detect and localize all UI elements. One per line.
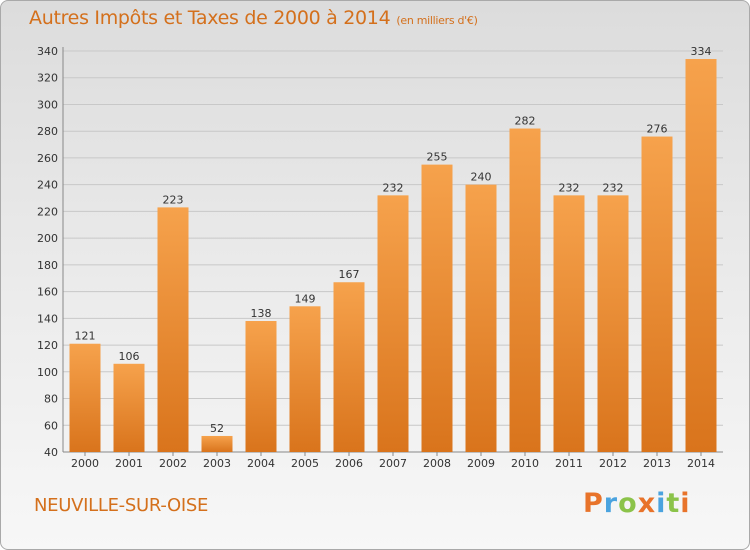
bar <box>597 195 629 453</box>
bar-value-label: 106 <box>119 350 140 363</box>
bar <box>685 59 717 453</box>
y-tick-label: 300 <box>37 98 58 111</box>
bar <box>245 321 277 452</box>
y-tick-label: 260 <box>37 152 58 165</box>
x-tick-label: 2009 <box>467 457 495 470</box>
logo-letter: P <box>583 488 604 519</box>
x-tick-label: 2000 <box>71 457 99 470</box>
bar-value-label: 223 <box>163 193 184 206</box>
bar-value-label: 240 <box>471 171 492 184</box>
bar <box>157 207 189 452</box>
x-tick-label: 2004 <box>247 457 275 470</box>
chart-title-text: Autres Impôts et Taxes de 2000 à 2014 <box>29 7 391 29</box>
x-axis: 2000 2001 2002 2003 2004 2005 2006 2007 2008 2009… <box>71 452 715 470</box>
bar <box>641 136 673 452</box>
x-tick-label: 2014 <box>687 457 715 470</box>
bars: 121 106 223 52 138 149 167 232 255 240 282 232 232 27… <box>69 45 717 453</box>
bar-value-label: 334 <box>691 45 712 58</box>
bar-value-label: 232 <box>603 181 624 194</box>
bar <box>333 282 365 452</box>
chart-unit: (en milliers d'€) <box>396 14 478 27</box>
logo-letter: i <box>680 488 691 519</box>
bar <box>69 343 101 452</box>
y-tick-label: 340 <box>37 45 58 58</box>
y-tick-label: 220 <box>37 205 58 218</box>
bar-value-label: 232 <box>383 181 404 194</box>
bar-value-label: 121 <box>75 330 96 343</box>
bar <box>113 363 145 452</box>
x-tick-label: 2006 <box>335 457 363 470</box>
proxiti-logo[interactable]: Proxiti <box>583 488 691 519</box>
logo-letter: r <box>603 488 619 519</box>
y-tick-label: 160 <box>37 286 58 299</box>
bar-value-label: 282 <box>515 115 536 128</box>
x-tick-label: 2005 <box>291 457 319 470</box>
bar-value-label: 167 <box>339 268 360 281</box>
bar <box>553 195 585 453</box>
bar <box>421 164 453 452</box>
bar-value-label: 52 <box>210 422 224 435</box>
x-tick-label: 2001 <box>115 457 143 470</box>
y-tick-label: 180 <box>37 259 58 272</box>
bar-value-label: 276 <box>647 123 668 136</box>
logo-letter: t <box>666 488 681 519</box>
y-tick-label: 100 <box>37 366 58 379</box>
chart-title: Autres Impôts et Taxes de 2000 à 2014 (en… <box>29 7 478 29</box>
bar <box>377 195 409 453</box>
bar <box>465 184 497 452</box>
x-tick-label: 2008 <box>423 457 451 470</box>
logo-letter: o <box>618 488 638 519</box>
logo-letter: x <box>637 488 657 519</box>
bar-value-label: 232 <box>559 181 580 194</box>
logo-letter: i <box>656 488 667 519</box>
bar <box>289 306 321 452</box>
bar-value-label: 255 <box>427 151 448 164</box>
y-tick-label: 240 <box>37 179 58 192</box>
place-name: NEUVILLE-SUR-OISE <box>34 495 209 516</box>
x-tick-label: 2010 <box>511 457 539 470</box>
x-tick-label: 2003 <box>203 457 231 470</box>
y-tick-label: 140 <box>37 312 58 325</box>
y-tick-label: 280 <box>37 125 58 138</box>
y-tick-label: 320 <box>37 72 58 85</box>
bar-value-label: 149 <box>295 292 316 305</box>
bar-value-label: 138 <box>251 307 272 320</box>
x-tick-label: 2012 <box>599 457 627 470</box>
x-tick-label: 2011 <box>555 457 583 470</box>
bar <box>201 435 233 452</box>
x-tick-label: 2007 <box>379 457 407 470</box>
x-tick-label: 2013 <box>643 457 671 470</box>
bar <box>509 128 541 452</box>
y-tick-label: 200 <box>37 232 58 245</box>
y-tick-label: 60 <box>44 419 58 432</box>
y-tick-label: 120 <box>37 339 58 352</box>
y-tick-label: 80 <box>44 393 58 406</box>
x-tick-label: 2002 <box>159 457 187 470</box>
y-tick-label: 40 <box>44 446 58 459</box>
